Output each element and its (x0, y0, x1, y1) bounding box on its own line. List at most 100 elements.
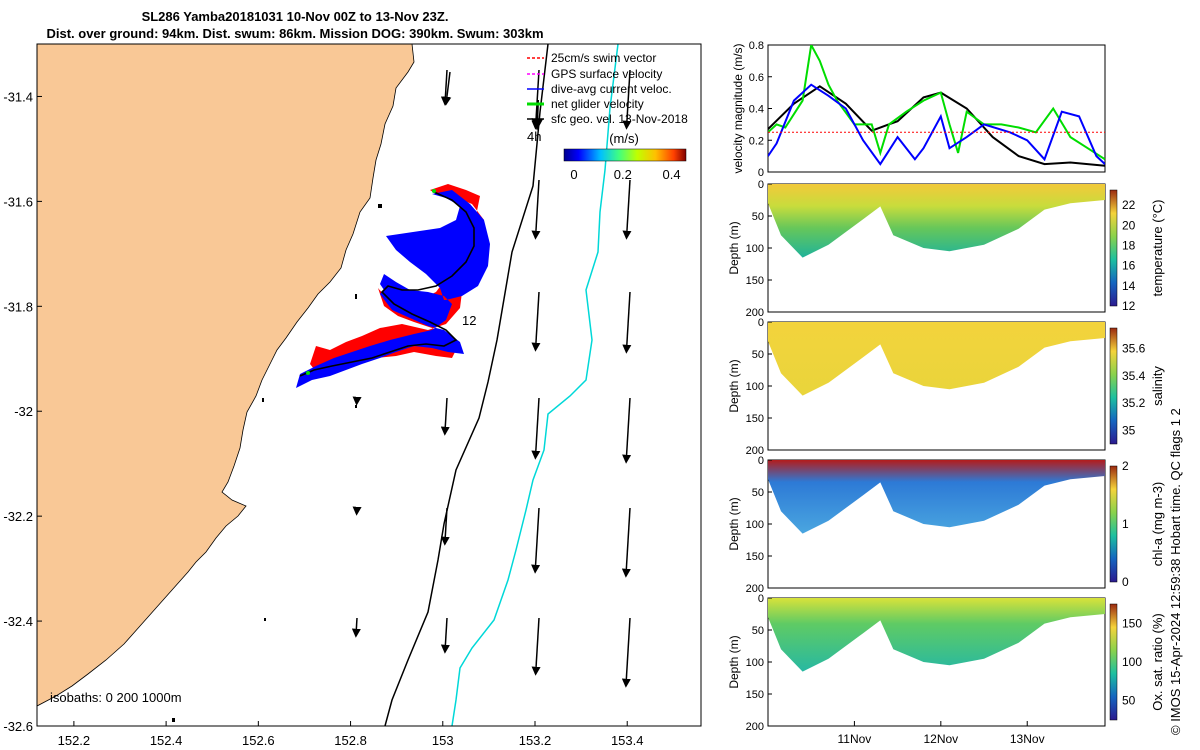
colorbar-ticks: 0 0.2 0.4 (570, 167, 680, 182)
map-x-tick-label: 152.4 (150, 733, 183, 748)
colorbar-tick-label: 150 (1122, 616, 1142, 630)
surface-velocity-arrow (622, 397, 632, 464)
velocity-series-group (768, 45, 1105, 167)
surface-velocity-arrow (621, 507, 631, 578)
depth-tick-label: 150 (746, 413, 764, 425)
current-vectors-blue (296, 190, 490, 388)
colorbar-tick-label: 50 (1122, 694, 1136, 708)
legend-label: 25cm/s swim vector (551, 51, 656, 65)
glider-track (296, 184, 490, 388)
colorbar-label: Ox. sat. ratio (%) (1150, 613, 1165, 711)
velocity-y-tick-label: 0.8 (749, 40, 764, 52)
map-x-axis: 152.2 152.4 152.6 152.8 153 153.2 153.4 (58, 721, 644, 748)
time-tick-label: 11Nov (838, 732, 872, 746)
surface-velocity-arrow (621, 617, 631, 688)
velocity-y-tick-label: 0 (758, 167, 764, 179)
depth-tick-label: 50 (752, 349, 764, 361)
depth-tick-label: 150 (746, 689, 764, 701)
colorbar-tick-label: 1 (1122, 517, 1129, 531)
depth-tick-label: 100 (746, 657, 764, 669)
depth-axis-label: Depth (m) (727, 635, 741, 688)
map-y-tick-label: -32.2 (3, 509, 33, 524)
depth-tick-label: 150 (746, 275, 764, 287)
surface-velocity-arrow (622, 291, 632, 354)
depth-tick-label: 200 (746, 307, 764, 319)
label-4h: 4h (527, 129, 541, 144)
velocity-panel: 0 0.2 0.4 0.6 0.8 velocity magnitude (m/s) (731, 40, 1106, 179)
colorbar-tick-label: 0 (1122, 575, 1129, 589)
footer-credit: © IMOS 15-Apr-2024 12:59:38 Hobart time.… (1168, 408, 1183, 735)
map-x-tick-label: 152.6 (242, 733, 275, 748)
map-y-tick-label: -32.4 (3, 614, 33, 629)
colorbar-tick-label: 12 (1122, 299, 1136, 313)
depth-tick-label: 50 (752, 211, 764, 223)
colorbar-tick-label: 18 (1122, 238, 1136, 252)
colorbar-label: salinity (1150, 366, 1165, 406)
colorbar-tick-label: 35 (1122, 423, 1136, 437)
surface-velocity-arrow (442, 71, 452, 106)
isobath-label: isobaths: 0 200 1000m (50, 690, 182, 705)
surface-velocity-arrow (531, 397, 541, 460)
depth-tick-label: 100 (746, 243, 764, 255)
depth-axis-label: Depth (m) (727, 359, 741, 412)
map-x-tick-label: 153 (432, 733, 454, 748)
colorbar-tick-label: 35.4 (1122, 369, 1146, 383)
isobath-1000m (451, 44, 619, 726)
legend-label: net glider velocity (551, 97, 644, 111)
velocity-y-tick-label: 0.4 (749, 104, 764, 116)
land-mass (37, 44, 415, 707)
depth-tick-label: 0 (758, 593, 764, 605)
colorbar-tick-label: 14 (1122, 279, 1136, 293)
depth-axis-label: Depth (m) (727, 497, 741, 550)
colorbar-tick-label: 0 (570, 167, 577, 182)
colorbar-tick-label: 20 (1122, 218, 1136, 232)
legend-label: GPS surface velocity (551, 67, 662, 81)
velocity-series-line (768, 85, 1105, 167)
map-y-tick-label: -31.4 (3, 89, 33, 104)
map-y-tick-label: -31.6 (3, 194, 33, 209)
surface-velocity-arrow (531, 617, 541, 676)
velocity-y-tick-label: 0.2 (749, 135, 764, 147)
heatmap-colorbar (1109, 327, 1118, 445)
colorbar-tick-label: 2 (1122, 459, 1129, 473)
colorbar-tick-label: 0.4 (663, 167, 681, 182)
depth-tick-label: 0 (758, 179, 764, 191)
island-marks (172, 204, 382, 722)
chart-title-line2: Dist. over ground: 94km. Dist. swum: 86k… (46, 26, 544, 41)
depth-tick-label: 150 (746, 551, 764, 563)
heatmap-profile-fill (768, 322, 1105, 396)
net-velocity-track (299, 191, 475, 377)
map-y-tick-label: -32 (14, 404, 33, 419)
velocity-series-line (768, 45, 1105, 161)
velocity-y-label: velocity magnitude (m/s) (731, 43, 745, 173)
map-frame (36, 43, 702, 727)
map-y-tick-label: -31.8 (3, 299, 33, 314)
surface-velocity-arrows (351, 69, 632, 688)
heatmap-profile-fill (768, 460, 1105, 534)
colorbar-gradient (563, 148, 687, 162)
heatmap-colorbar (1109, 189, 1118, 307)
heatmap-panel: 0 50 100 150 200 Depth (m) 50 100 150 Ox. sat. ra… (727, 593, 1165, 733)
surface-velocity-arrow (440, 507, 450, 546)
depth-tick-label: 100 (746, 519, 764, 531)
colorbar-tick-label: 35.2 (1122, 396, 1146, 410)
velocity-y-tick-label: 0.6 (749, 72, 764, 84)
depth-tick-label: 200 (746, 583, 764, 595)
heatmap-panel: 0 50 100 150 200 Depth (m) 12 14 16 18 20 22 tempera… (727, 179, 1165, 319)
map-x-tick-label: 152.8 (334, 733, 367, 748)
colorbar-tick-label: 100 (1122, 655, 1142, 669)
speed-colorbar: (m/s) 0 0.2 0.4 (563, 131, 687, 182)
colorbar-tick-label: 0.2 (614, 167, 632, 182)
time-tick-label: 13Nov (1010, 732, 1045, 746)
map-x-tick-label: 153.2 (519, 733, 552, 748)
time-tick-label: 12Nov (923, 732, 958, 746)
heatmap-colorbar (1109, 603, 1118, 721)
surface-velocity-arrow (531, 507, 541, 574)
map-panel: 152.2 152.4 152.6 152.8 153 153.2 153.4 -31.4-… (3, 43, 702, 748)
map-legend: 25cm/s swim vector GPS surface velocitydi… (527, 51, 688, 126)
depth-tick-label: 0 (758, 455, 764, 467)
legend-label: sfc geo. vel. 13-Nov-2018 (551, 112, 688, 126)
heatmap-panel: 0 50 100 150 200 Depth (m) 35 35.2 35.4 35.6 salin… (727, 317, 1165, 457)
map-x-tick-label: 153.4 (611, 733, 644, 748)
